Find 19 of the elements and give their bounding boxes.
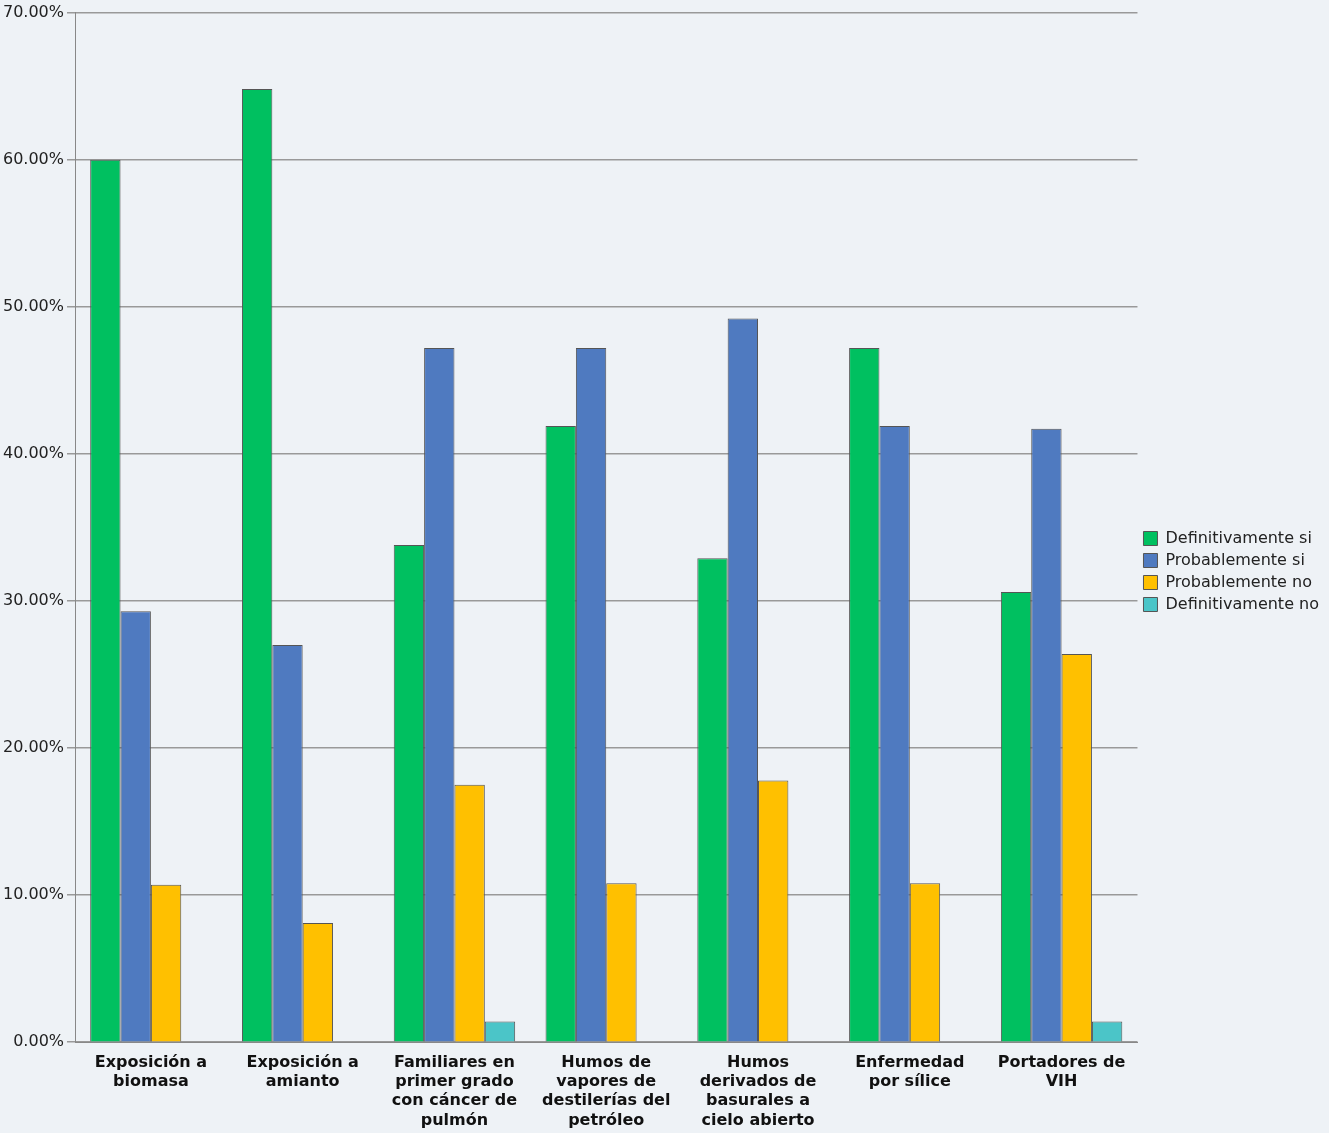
- y-tick-label: 30.00%: [2, 590, 65, 610]
- x-tick-label: Humos de vapores de destilerías del petróleo: [542, 1051, 671, 1129]
- legend-label: Probablemente si: [1165, 549, 1305, 569]
- x-tick-label: Portadores de VIH: [997, 1051, 1126, 1091]
- y-tick-label: 40.00%: [2, 443, 65, 463]
- y-tick-label: 70.00%: [2, 1, 65, 21]
- x-tick-label: Humos derivados de basurales a cielo abierto: [699, 1051, 817, 1129]
- y-tick-label: 60.00%: [2, 148, 65, 168]
- x-tick-label: Exposición a biomasa: [94, 1051, 208, 1091]
- x-tick-label: Exposición a amianto: [246, 1051, 359, 1091]
- y-tick-label: 10.00%: [2, 884, 65, 904]
- legend-label: Definitivamente no: [1165, 593, 1320, 613]
- legend-label: Probablemente no: [1165, 571, 1312, 591]
- legend-label: Definitivamente si: [1165, 527, 1312, 547]
- y-tick-label: 50.00%: [2, 295, 65, 315]
- y-tick-label: 20.00%: [2, 737, 65, 757]
- x-tick-label: Enfermedad por sílice: [855, 1051, 965, 1091]
- y-tick-label: 0.00%: [13, 1031, 65, 1051]
- x-tick-label: Familiares en primer grado con cáncer de pulmón: [391, 1051, 518, 1129]
